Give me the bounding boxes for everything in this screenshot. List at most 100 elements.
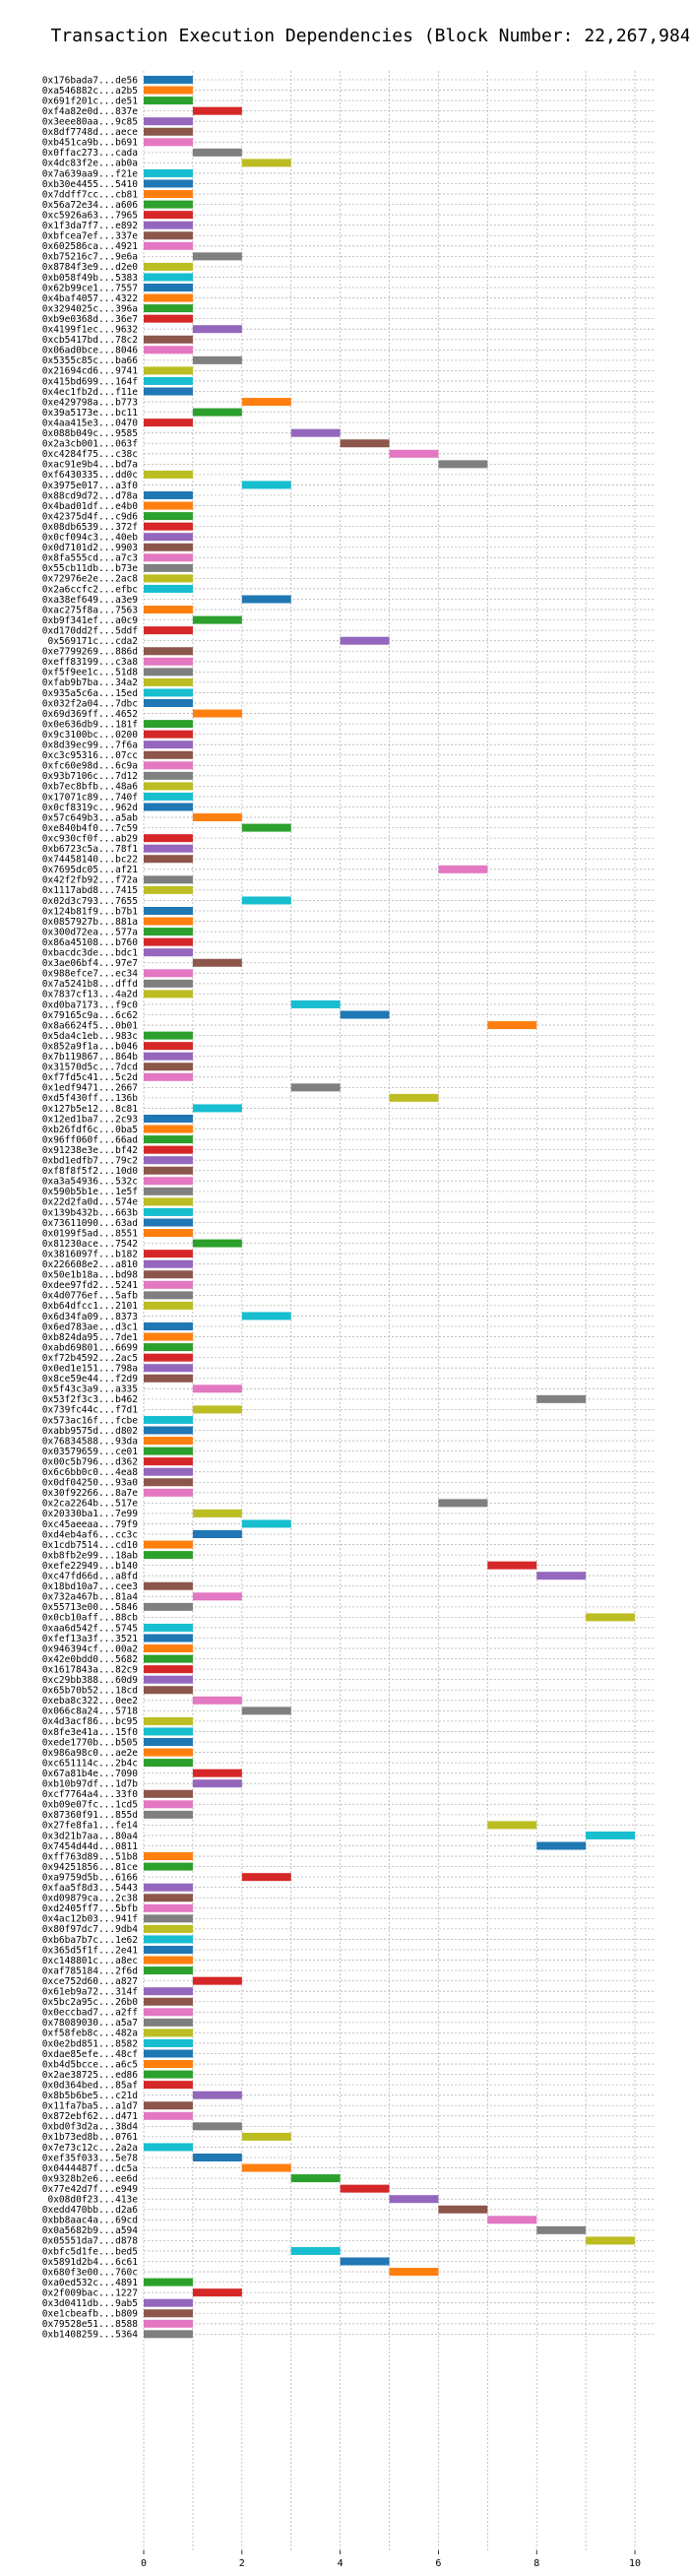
transaction-label: 0x08d0f23...413e [47,2195,138,2206]
transaction-bar [144,2070,193,2079]
transaction-label: 0xe7799269...886d [42,647,138,658]
transaction-label: 0xd2405ff7...5bfb [42,1903,139,1914]
transaction-label: 0x8fe3e41a...15f0 [42,1727,139,1738]
transaction-bar [144,803,193,811]
transaction-bar [389,2268,439,2277]
transaction-label: 0x2ae38725...ed86 [42,2070,139,2081]
transaction-label: 0xbd0f3d2a...38d4 [42,2122,139,2133]
transaction-label: 0xc3c95316...07cc [42,750,138,761]
transaction-label: 0x6c6bb0c0...4ea8 [42,1467,139,1478]
transaction-bar [192,1104,242,1113]
transaction-bar [144,1924,193,1933]
transaction-label: 0x365d5f1f...2e41 [42,1945,139,1956]
transaction-label: 0xb6723c5a...78f1 [42,844,139,855]
transaction-label: 0x0cb10aff...88cb [42,1613,139,1624]
transaction-label: 0xff763d89...51b8 [42,1851,139,1862]
transaction-bar [144,1581,193,1590]
transaction-bar [144,2049,193,2058]
transaction-bar [144,1800,193,1809]
transaction-bar [241,1707,291,1715]
transaction-label: 0x1617843a...82c9 [42,1664,139,1675]
transaction-label: 0x1edf9471...2667 [42,1083,138,1094]
transaction-bar [144,2060,193,2069]
transaction-bar [144,1852,193,1861]
transaction-label: 0x73611090...63ad [42,1218,138,1229]
transaction-label: 0xcf7764a4...33f0 [42,1789,139,1800]
transaction-bar [192,1405,242,1414]
transaction-label: 0x03579659...ce01 [42,1447,139,1457]
transaction-label: 0x680f3e00...760c [42,2267,138,2278]
transaction-bar [144,1250,193,1258]
transaction-label: 0x8784f3e9...d2e0 [42,262,139,273]
transaction-bar [144,346,193,354]
transaction-label: 0xf5f9ee1c...51d8 [42,668,139,678]
transaction-label: 0xbb8aac4a...69cd [42,2216,138,2226]
transaction-bar [144,1914,193,1923]
transaction-bar [144,2143,193,2152]
transaction-bar [144,1748,193,1757]
transaction-label: 0xa9759d5b...6166 [42,1872,139,1883]
x-tick-labels: 0 2 4 6 8 10 [141,2550,641,2569]
transaction-bar [144,834,193,843]
transaction-bar [241,481,291,489]
transaction-label: 0x2a3cb001...063f [42,439,138,450]
transaction-bar [487,1821,537,1830]
transaction-label: 0x573ac16f...fcbe [42,1415,139,1426]
transaction-bar [144,1322,193,1330]
grid-layer [143,71,655,2550]
transaction-bar [290,2174,341,2183]
transaction-bar [144,1789,193,1798]
transaction-label: 0x7695dc05...af21 [42,865,139,875]
transaction-bar [389,2195,439,2204]
transaction-bar [144,1966,193,1975]
transaction-bar [144,1759,193,1768]
transaction-bar [144,1488,193,1497]
transaction-bar [192,1769,242,1777]
transaction-bar [144,1072,193,1081]
transaction-label: 0x69d369ff...4652 [42,709,138,720]
transaction-bar [144,1686,193,1695]
transaction-bar [144,179,193,188]
transaction-label: 0x4199f1ec...9632 [42,325,138,336]
transaction-label: 0x05551da7...d878 [42,2236,139,2247]
transaction-bar [192,1239,242,1248]
transaction-label: 0x5bc2a95c...26b0 [42,1997,139,2008]
transaction-label: 0x8d39ec99...7f6a [42,741,138,751]
transaction-label: 0x22d2fa0d...574e [42,1197,139,1208]
transaction-bar [438,460,488,469]
transaction-bar [144,1727,193,1736]
transaction-label: 0x4ac12b03...941f [42,1914,138,1925]
transaction-label: 0xd5f430ff...136b [42,1093,139,1104]
transaction-label: 0x032f2a04...7dbc [42,698,138,709]
transaction-bar [389,1093,439,1102]
transaction-bar [144,273,193,282]
transaction-label: 0x08db6539...372f [42,522,138,533]
transaction-bar [144,284,193,291]
transaction-label: 0xdae85efe...48cf [42,2049,138,2060]
transaction-label: 0x53f2f3c3...b462 [42,1394,138,1405]
transaction-bar [144,522,193,531]
transaction-bar [241,896,291,905]
transaction-label: 0xeba8c322...0ee2 [42,1696,138,1707]
transaction-bar [192,958,242,967]
transaction-bar [487,1021,537,1030]
transaction-bar [144,1478,193,1487]
transaction-label: 0x0cf8319c...962d [42,803,138,813]
transaction-label: 0x30f92266...8a7e [42,1488,139,1499]
transaction-bar [144,138,193,147]
transaction-bar [144,2038,193,2047]
transaction-bar [389,449,439,458]
transaction-bar [241,2132,291,2141]
transaction-bar [192,709,242,718]
transaction-label: 0x42f2fb92...f72a [42,875,138,886]
transaction-label: 0x3975e017...a3f0 [42,481,139,491]
transaction-bar [487,2216,537,2224]
transaction-label: 0xfab9b7ba...34a2 [42,677,138,688]
transaction-bar [144,314,193,323]
transaction-label: 0xb10b97df...1d7b [42,1779,139,1790]
transaction-bar [144,543,193,551]
transaction-bar [144,1332,193,1341]
transaction-bar [144,221,193,229]
transaction-bar [192,1509,242,1517]
